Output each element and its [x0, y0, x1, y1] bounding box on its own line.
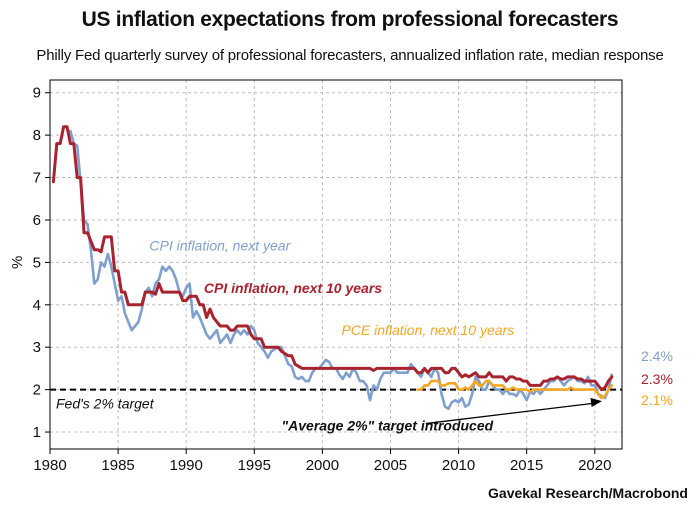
- y-tick-label-9: 9: [33, 85, 41, 102]
- annotation-arrow: [425, 402, 596, 425]
- y-tick-label-4: 4: [33, 297, 41, 314]
- source-credit: Gavekal Research/Macrobond: [488, 485, 688, 501]
- y-tick-label-5: 5: [33, 254, 41, 271]
- series-line-pce-inflation-next-10-years: [416, 379, 614, 400]
- end-label-cpi-next-10-years: 2.3%: [641, 371, 673, 387]
- annotation-cpi-next-10-years: CPI inflation, next 10 years: [204, 280, 382, 296]
- grid: [49, 80, 622, 449]
- plot-frame: [49, 79, 623, 450]
- x-tick-label-2010: 2010: [442, 457, 475, 474]
- x-tick-label-1980: 1980: [33, 457, 66, 474]
- y-tick-label-1: 1: [33, 424, 41, 441]
- series-group: [51, 125, 614, 410]
- series-line-cpi-inflation-next-10-years: [51, 125, 614, 392]
- y-tick-label-7: 7: [33, 170, 41, 187]
- chart-title: US inflation expectations from professio…: [81, 8, 619, 31]
- x-tick-label-1985: 1985: [101, 457, 134, 474]
- x-tick-label-2000: 2000: [306, 457, 339, 474]
- y-axis-label: %: [9, 256, 26, 269]
- y-tick-label-3: 3: [33, 339, 41, 356]
- annotation-cpi-next-year: CPI inflation, next year: [149, 237, 291, 253]
- annotation-arrowhead: [590, 398, 602, 407]
- x-tick-label-1990: 1990: [170, 457, 203, 474]
- chart-subtitle: Philly Fed quarterly survey of professio…: [36, 47, 664, 64]
- annotation-pce-next-10-years: PCE inflation, next 10 years: [341, 322, 514, 338]
- y-tick-label-2: 2: [33, 382, 41, 399]
- x-tick-label-1995: 1995: [238, 457, 271, 474]
- annotation-average-target: "Average 2%" target introduced: [282, 418, 494, 434]
- series-line-cpi-inflation-next-year: [69, 129, 614, 410]
- end-label-pce-next-10-years: 2.1%: [641, 392, 673, 408]
- axis-ticks: 1 2 3 4 5 6 7 8 9 1980 1985 1990 1995 2000 2005 2010 201…: [33, 85, 612, 474]
- end-label-cpi-next-year: 2.4%: [641, 348, 673, 364]
- x-tick-label-2020: 2020: [578, 457, 611, 474]
- y-tick-label-6: 6: [33, 212, 41, 229]
- fed-target-label: Fed's 2% target: [56, 396, 155, 412]
- x-tick-label-2005: 2005: [374, 457, 407, 474]
- y-tick-label-8: 8: [33, 127, 41, 144]
- x-tick-label-2015: 2015: [510, 457, 543, 474]
